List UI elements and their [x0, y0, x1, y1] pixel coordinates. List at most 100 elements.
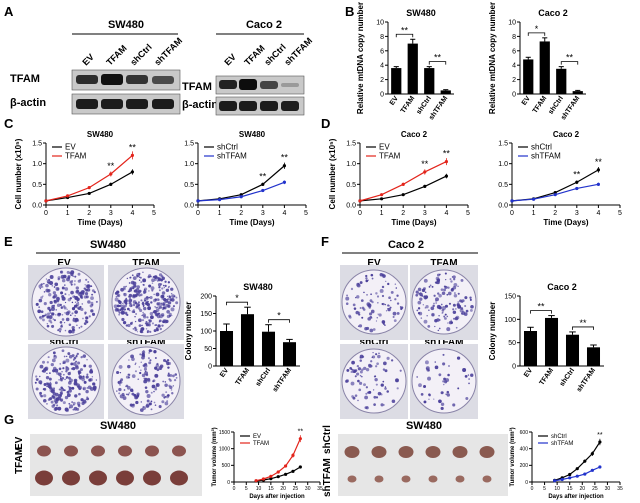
colony: [389, 306, 392, 309]
colony: [370, 360, 373, 363]
colony: [372, 352, 374, 354]
colony: [125, 393, 128, 396]
colony: [125, 297, 127, 300]
colony: [86, 284, 91, 289]
significance-label: **: [573, 169, 581, 179]
colony: [131, 285, 135, 290]
plate-label: shCtrl: [50, 337, 79, 348]
colony: [92, 385, 97, 390]
colony: [158, 286, 161, 289]
colony: [364, 327, 368, 331]
panel-g-tumors: SW480 SW480 TFAM EV shTFAM shCtrl: [14, 420, 508, 497]
legend-label: TFAM: [253, 441, 269, 447]
colony: [53, 293, 58, 298]
data-point: [423, 184, 427, 188]
colony: [345, 379, 349, 383]
colony: [391, 399, 396, 404]
colony: [129, 403, 133, 407]
colony: [444, 272, 447, 275]
colony: [144, 371, 149, 376]
colony: [425, 305, 429, 309]
colony: [84, 292, 89, 296]
colony: [441, 306, 446, 311]
colony: [144, 386, 148, 389]
legend-label: shCtrl: [531, 143, 552, 152]
colony: [161, 298, 164, 300]
colony: [42, 295, 44, 297]
colony: [138, 279, 141, 281]
colony: [365, 392, 368, 395]
colony: [368, 312, 373, 316]
colony: [64, 287, 69, 291]
colony: [95, 300, 98, 303]
colony: [418, 383, 422, 388]
colony: [155, 364, 159, 368]
colony: [171, 392, 174, 395]
colony: [156, 298, 160, 302]
colony: [48, 315, 53, 320]
colony: [150, 391, 153, 394]
colony: [156, 310, 158, 313]
colony: [64, 407, 69, 412]
colony: [57, 277, 60, 281]
colony: [127, 393, 130, 396]
data-point: [380, 197, 384, 201]
x-tick-label: 4: [282, 210, 286, 217]
colony: [454, 316, 459, 321]
colony: [148, 319, 150, 321]
colony: [143, 287, 148, 291]
colony: [90, 309, 94, 313]
y-tick-label: 1.0: [498, 161, 508, 168]
colony: [132, 303, 136, 307]
colony: [38, 306, 41, 308]
tumor-title-left: SW480: [100, 420, 136, 432]
x-tick-label: 25: [293, 486, 299, 492]
colony: [124, 299, 128, 303]
colony: [45, 283, 49, 288]
colony: [381, 285, 385, 289]
colony: [173, 378, 177, 382]
y-tick-label: 6: [512, 48, 516, 55]
colony: [69, 371, 71, 373]
lane-label: EV: [222, 52, 238, 68]
colony: [84, 311, 87, 314]
colony: [448, 302, 452, 305]
colony: [49, 300, 53, 305]
colony: [72, 362, 77, 366]
colony: [356, 282, 361, 287]
colony: [139, 308, 143, 313]
colony: [172, 305, 175, 308]
tumor-row-label: EV: [14, 436, 25, 450]
colony: [441, 291, 446, 296]
colony: [81, 303, 83, 305]
significance-label: **: [129, 142, 137, 152]
colony: [444, 304, 448, 308]
colony: [126, 313, 129, 317]
colony: [164, 383, 168, 388]
colony: [123, 292, 127, 297]
colony: [91, 376, 94, 378]
x-tick-label: shTFAM: [272, 367, 293, 393]
colony: [84, 284, 86, 286]
colony: [161, 400, 165, 404]
colony: [143, 306, 147, 311]
colony: [86, 387, 89, 389]
colony: [358, 324, 363, 328]
colony: [375, 292, 378, 295]
colony: [87, 280, 90, 283]
colony: [158, 306, 160, 308]
colony: [161, 276, 165, 281]
colony: [162, 320, 165, 324]
colony: [427, 376, 431, 381]
colony: [40, 394, 43, 398]
colony: [149, 330, 152, 333]
blot-row-label-actin-right: β-actin: [182, 99, 218, 111]
y-tick-label: 1500: [219, 430, 230, 436]
colony: [428, 394, 431, 397]
colony: [39, 375, 41, 378]
colony: [61, 318, 65, 321]
significance-label: *: [277, 311, 281, 321]
colony: [42, 318, 45, 322]
x-tick-label: 5: [245, 486, 248, 492]
colony: [148, 349, 152, 353]
